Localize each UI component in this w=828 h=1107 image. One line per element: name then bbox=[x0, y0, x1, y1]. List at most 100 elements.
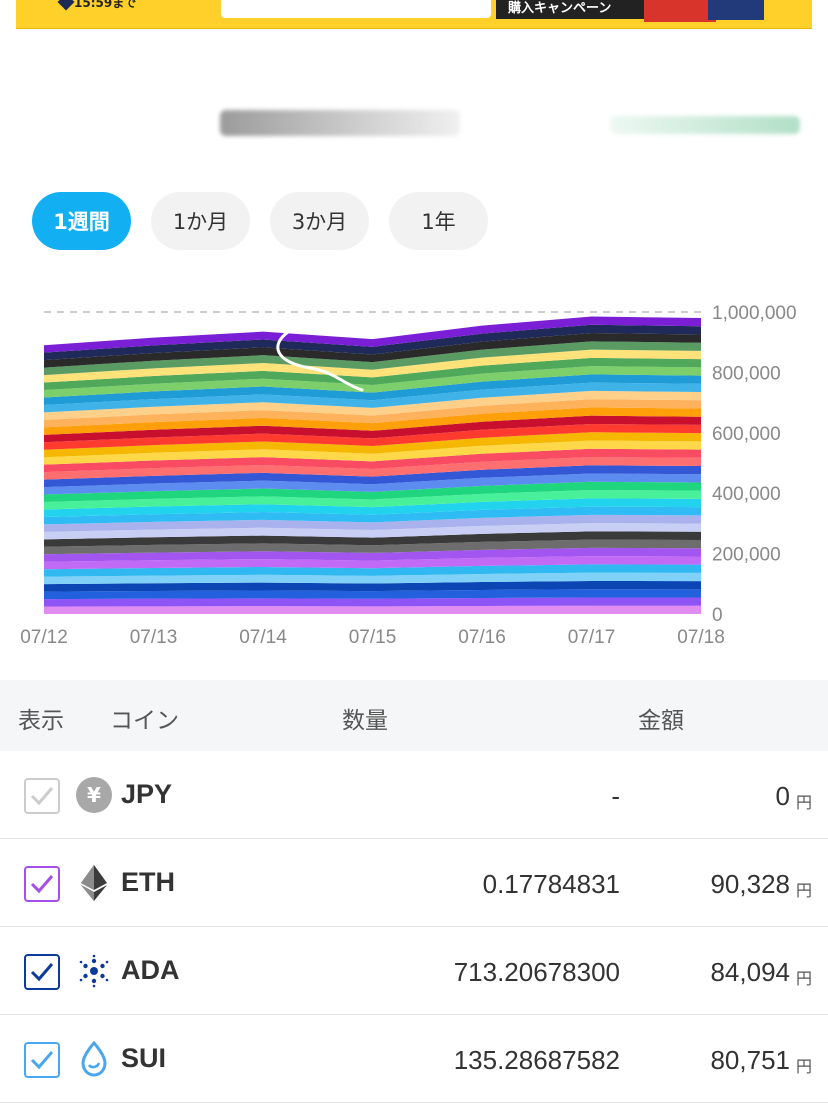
x-tick-label: 07/13 bbox=[130, 627, 178, 648]
sui-icon bbox=[76, 1041, 112, 1077]
area-series-33 bbox=[44, 341, 701, 376]
check-icon bbox=[30, 1051, 54, 1070]
area-series-23 bbox=[44, 423, 701, 450]
x-tick-label: 07/14 bbox=[239, 627, 287, 648]
area-series-35 bbox=[44, 324, 701, 361]
currency-unit: 円 bbox=[795, 969, 812, 988]
x-axis-ticks: 07/12 07/13 07/14 07/15 07/16 07/17 07/18 bbox=[20, 627, 725, 648]
area-series-14 bbox=[44, 498, 701, 517]
ethereum-icon bbox=[76, 865, 112, 901]
coin-amount: 0 bbox=[775, 781, 790, 811]
coin-quantity: 135.28687582 bbox=[453, 1045, 620, 1075]
area-series-32 bbox=[44, 349, 701, 383]
table-row-sui: SUI 135.28687582 80,751 円 bbox=[0, 1015, 828, 1103]
area-series-11 bbox=[44, 523, 701, 540]
header-quantity: 数量 bbox=[342, 708, 388, 734]
area-series-36 bbox=[44, 316, 701, 353]
area-series-29 bbox=[44, 374, 701, 405]
banner-logo-mark bbox=[57, 0, 75, 11]
display-checkbox[interactable] bbox=[24, 778, 60, 814]
redacted-account-name bbox=[210, 102, 810, 152]
area-series-8 bbox=[44, 547, 701, 562]
area-series-34 bbox=[44, 333, 701, 368]
tab-1-year[interactable]: 1年 bbox=[389, 192, 488, 250]
area-series-9 bbox=[44, 539, 701, 555]
area-series-21 bbox=[44, 440, 701, 465]
tab-1-month[interactable]: 1か月 bbox=[151, 192, 250, 250]
x-tick-label: 07/15 bbox=[349, 627, 397, 648]
display-checkbox[interactable] bbox=[24, 954, 60, 990]
period-tabs: 1週間 1か月 3か月 1年 bbox=[32, 192, 488, 250]
tab-3-months[interactable]: 3か月 bbox=[270, 192, 369, 250]
currency-unit: 円 bbox=[795, 793, 812, 812]
y-tick-label: 1,000,000 bbox=[712, 303, 797, 324]
currency-unit: 円 bbox=[795, 1057, 812, 1076]
display-checkbox[interactable] bbox=[24, 866, 60, 902]
check-icon bbox=[30, 875, 54, 894]
area-series-31 bbox=[44, 357, 701, 391]
tab-1-week[interactable]: 1週間 bbox=[32, 192, 131, 250]
y-tick-label: 800,000 bbox=[712, 363, 781, 384]
coin-quantity: - bbox=[611, 781, 620, 811]
coin-amount: 90,328 bbox=[710, 869, 790, 899]
x-tick-label: 07/18 bbox=[677, 627, 725, 648]
banner-headline-art bbox=[221, 0, 491, 18]
holdings-table-header: 表示 コイン 数量 金額 bbox=[0, 680, 828, 751]
y-tick-label: 200,000 bbox=[712, 545, 781, 566]
area-series-16 bbox=[44, 481, 701, 503]
area-series-7 bbox=[44, 556, 701, 570]
coin-symbol: ADA bbox=[121, 955, 180, 985]
redacted-text-2 bbox=[610, 116, 800, 134]
table-row-eth: ETH 0.17784831 90,328 円 bbox=[0, 839, 828, 927]
x-tick-label: 07/12 bbox=[20, 627, 68, 648]
area-series-30 bbox=[44, 366, 701, 398]
banner-campaign-label: 購入キャンペーン bbox=[496, 0, 644, 19]
area-series-5 bbox=[44, 572, 701, 585]
area-series-3 bbox=[44, 589, 701, 600]
area-series-10 bbox=[44, 531, 701, 547]
area-series-20 bbox=[44, 448, 701, 473]
header-coin: コイン bbox=[110, 708, 179, 734]
check-icon bbox=[30, 963, 54, 982]
y-axis-ticks: 1,000,000 800,000 600,000 400,000 200,000 0 bbox=[712, 303, 797, 626]
display-checkbox[interactable] bbox=[24, 1042, 60, 1078]
header-amount: 金額 bbox=[638, 708, 684, 734]
table-row-ada: ADA 713.20678300 84,094 円 bbox=[0, 927, 828, 1015]
currency-unit: 円 bbox=[795, 881, 812, 900]
svg-text:¥: ¥ bbox=[87, 783, 101, 807]
area-series-28 bbox=[44, 382, 701, 413]
area-series-6 bbox=[44, 564, 701, 577]
coin-amount: 84,094 bbox=[710, 957, 790, 987]
area-series-13 bbox=[44, 506, 701, 525]
coin-symbol: JPY bbox=[121, 779, 173, 809]
cardano-icon bbox=[76, 953, 112, 989]
area-series-26 bbox=[44, 399, 701, 428]
coin-amount: 80,751 bbox=[710, 1045, 790, 1075]
x-tick-label: 07/16 bbox=[458, 627, 506, 648]
redacted-text bbox=[220, 110, 460, 136]
yen-icon: ¥ bbox=[76, 777, 112, 813]
x-tick-label: 07/17 bbox=[568, 627, 616, 648]
coin-symbol: SUI bbox=[121, 1043, 167, 1073]
area-series-4 bbox=[44, 580, 701, 592]
promo-banner[interactable]: 15:59まで 購入キャンペーン bbox=[16, 0, 812, 29]
area-series-17 bbox=[44, 473, 701, 495]
coin-symbol: ETH bbox=[121, 867, 175, 897]
area-series-22 bbox=[44, 432, 701, 458]
area-series-2 bbox=[44, 597, 701, 607]
banner-time: 15:59まで bbox=[74, 0, 137, 10]
annotation-stroke bbox=[276, 330, 364, 392]
coin-quantity: 0.17784831 bbox=[482, 869, 620, 899]
area-series-25 bbox=[44, 407, 701, 435]
y-tick-label: 0 bbox=[712, 605, 723, 626]
banner-illustration-2 bbox=[708, 0, 764, 20]
area-series-19 bbox=[44, 457, 701, 480]
banner-illustration bbox=[644, 0, 716, 22]
area-series-15 bbox=[44, 490, 701, 510]
table-row-jpy: ¥ JPY - 0 円 bbox=[0, 751, 828, 839]
check-icon bbox=[30, 787, 54, 806]
y-tick-label: 400,000 bbox=[712, 484, 781, 505]
area-series-27 bbox=[44, 390, 701, 420]
area-series-18 bbox=[44, 465, 701, 488]
area-series-12 bbox=[44, 514, 701, 532]
